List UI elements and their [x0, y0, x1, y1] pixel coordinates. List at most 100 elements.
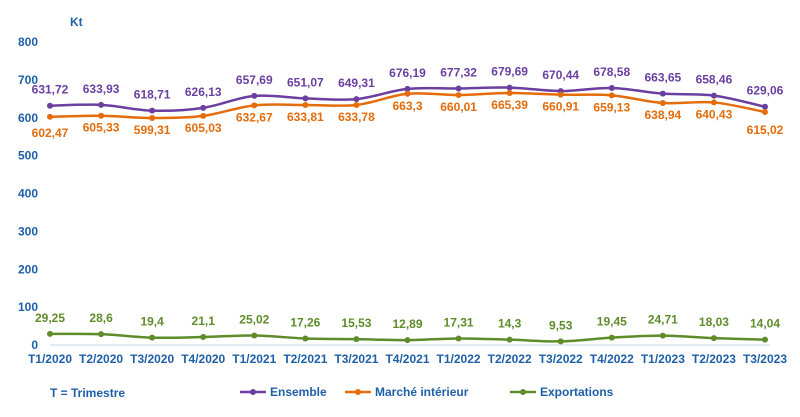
data-label: 657,69	[236, 73, 273, 87]
x-tick-label: T2/2020	[79, 352, 123, 366]
data-label: 659,13	[593, 100, 630, 114]
data-point	[98, 112, 105, 119]
data-label: 21,1	[192, 314, 216, 328]
y-tick-label: 600	[18, 111, 38, 125]
y-axis-label: Kt	[70, 15, 83, 29]
data-point	[200, 334, 207, 341]
data-point	[608, 334, 615, 341]
data-point	[762, 336, 768, 343]
x-tick-label: T4/2022	[590, 352, 634, 366]
data-point	[506, 89, 513, 96]
data-point	[98, 101, 105, 108]
legend-marker	[250, 389, 256, 395]
data-label: 679,69	[491, 65, 528, 79]
legend-item-3: Exportations	[510, 385, 614, 399]
data-point	[353, 101, 360, 108]
series-group: 631,72 633,93 618,71 626,13 657,69 651,07 649,…	[32, 65, 784, 345]
legend: Ensemble Marché intérieur Exportations	[240, 385, 614, 399]
data-point	[557, 338, 564, 345]
data-label: 658,46	[696, 73, 733, 87]
data-label: 632,67	[236, 110, 273, 124]
data-point	[251, 102, 258, 109]
data-label: 626,13	[185, 85, 222, 99]
data-label: 25,02	[239, 313, 269, 327]
y-tick-label: 800	[18, 35, 38, 49]
data-point	[404, 337, 411, 344]
data-label: 629,06	[747, 84, 784, 98]
x-tick-label: T3/2022	[539, 352, 583, 366]
data-label: 17,31	[444, 315, 474, 329]
y-tick-label: 500	[18, 149, 38, 163]
y-tick-label: 0	[31, 338, 38, 352]
legend-label: Exportations	[540, 385, 614, 399]
data-point	[659, 332, 666, 339]
data-point	[659, 100, 666, 107]
data-label: 17,26	[290, 315, 320, 329]
data-label: 602,47	[32, 126, 69, 140]
data-label: 640,43	[696, 107, 733, 121]
data-point	[200, 104, 207, 111]
data-label: 677,32	[440, 65, 477, 79]
data-label: 28,6	[89, 311, 113, 325]
data-label: 615,02	[747, 123, 784, 137]
data-point	[47, 113, 53, 120]
data-label: 29,25	[35, 311, 65, 325]
data-point	[98, 331, 105, 338]
x-tick-label: T4/2021	[385, 352, 429, 366]
x-tick-label: T1/2020	[28, 352, 72, 366]
data-label: 649,31	[338, 76, 375, 90]
series-2: 602,47 605,33 599,31 605,03 632,67 633,81 633,…	[32, 89, 784, 140]
data-label: 599,31	[134, 123, 171, 137]
data-point	[200, 112, 207, 119]
legend-item-1: Ensemble	[240, 385, 327, 399]
data-label: 15,53	[341, 316, 371, 330]
data-label: 618,71	[134, 88, 171, 102]
y-axis: 0 100 200 300 400 500 600 700 800	[18, 35, 38, 352]
data-label: 678,58	[593, 65, 630, 79]
data-point	[302, 335, 309, 342]
legend-marker	[355, 389, 361, 395]
data-point	[353, 96, 360, 103]
x-tick-label: T2/2021	[283, 352, 327, 366]
data-label: 665,39	[491, 98, 528, 112]
data-label: 638,94	[645, 108, 682, 122]
y-tick-label: 300	[18, 224, 38, 238]
data-point	[302, 101, 309, 108]
legend-item-2: Marché intérieur	[345, 385, 469, 399]
y-tick-label: 200	[18, 262, 38, 276]
data-point	[251, 332, 258, 339]
data-label: 660,91	[542, 100, 579, 114]
footnote: T = Trimestre	[50, 386, 125, 400]
data-label: 676,19	[389, 66, 426, 80]
data-point	[404, 90, 411, 97]
data-point	[302, 95, 309, 102]
data-label: 14,04	[750, 317, 780, 331]
data-point	[149, 107, 156, 114]
data-point	[608, 84, 615, 91]
x-tick-label: T2/2022	[488, 352, 532, 366]
legend-marker	[520, 389, 526, 395]
data-point	[506, 336, 513, 343]
data-point	[251, 92, 258, 99]
x-tick-label: T1/2023	[641, 352, 685, 366]
data-label: 663,3	[392, 99, 422, 113]
data-point	[47, 102, 53, 109]
data-point	[710, 335, 717, 342]
data-label: 663,65	[645, 71, 682, 85]
data-point	[710, 92, 717, 99]
legend-label: Ensemble	[270, 385, 327, 399]
data-label: 9,53	[549, 318, 573, 332]
y-tick-label: 400	[18, 187, 38, 201]
data-label: 19,45	[597, 315, 627, 329]
series-3: 29,25 28,6 19,4 21,1 25,02 17,26 15,53 12,89 17,…	[35, 311, 780, 345]
data-point	[47, 330, 53, 337]
x-tick-label: T4/2020	[181, 352, 225, 366]
data-point	[659, 90, 666, 97]
x-tick-label: T2/2023	[692, 352, 736, 366]
x-tick-label: T1/2022	[437, 352, 481, 366]
data-label: 24,71	[648, 313, 678, 327]
data-label: 18,03	[699, 315, 729, 329]
data-label: 633,93	[83, 82, 120, 96]
data-label: 651,07	[287, 75, 324, 89]
